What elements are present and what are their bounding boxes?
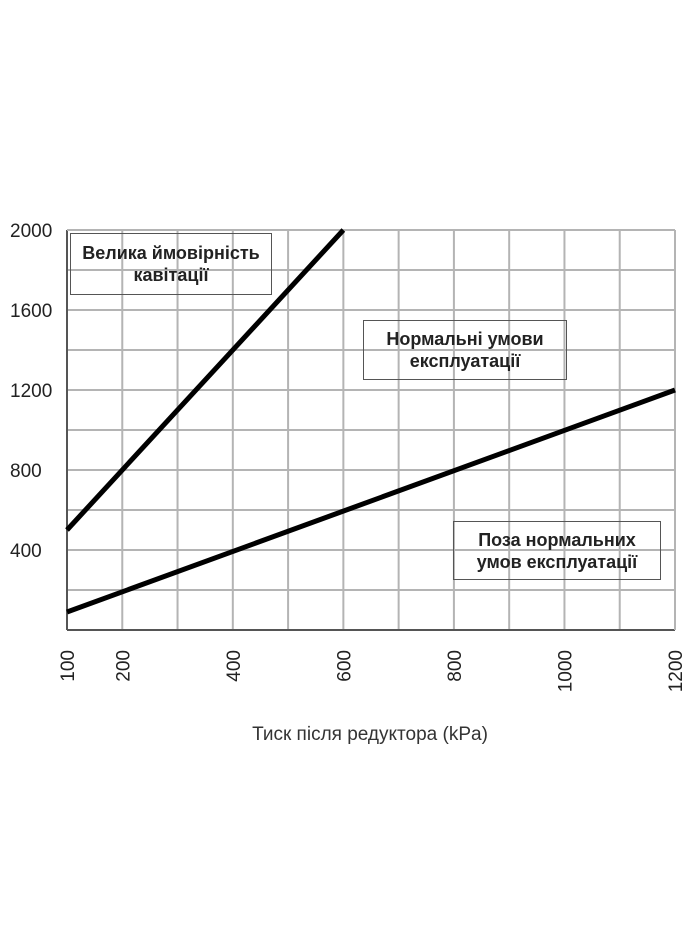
series-line-1 bbox=[65, 228, 346, 532]
cavitation-label-line2: кавітації bbox=[133, 265, 209, 285]
normal-label-line1: Нормальні умови bbox=[386, 329, 544, 349]
x-tick-label: 100 bbox=[58, 650, 79, 682]
axes bbox=[66, 229, 676, 631]
x-axis-label: Тиск після редуктора (kPa) bbox=[252, 724, 488, 745]
outside-zone-label: Поза нормальних умов експлуатації bbox=[453, 521, 661, 580]
grid bbox=[67, 230, 675, 630]
y-tick-label: 2000 bbox=[10, 221, 52, 242]
y-tick-label: 1200 bbox=[10, 381, 52, 402]
x-tick-label: 1200 bbox=[666, 650, 687, 692]
normal-zone-label: Нормальні умови експлуатації bbox=[363, 320, 567, 380]
y-tick-labels: 400 800 1200 1600 2000 bbox=[10, 221, 52, 562]
y-tick-label: 1600 bbox=[10, 301, 52, 322]
x-tick-label: 800 bbox=[445, 650, 466, 682]
series-line-2 bbox=[66, 387, 676, 615]
normal-label-line2: експлуатації bbox=[409, 351, 521, 371]
x-tick-label: 400 bbox=[224, 650, 245, 682]
series-lines bbox=[65, 228, 676, 615]
outside-label-line1: Поза нормальних bbox=[478, 529, 636, 550]
cavitation-zone-label: Велика ймовірність кавітації bbox=[70, 233, 272, 295]
x-tick-label: 1000 bbox=[555, 650, 576, 692]
x-tick-label: 600 bbox=[334, 650, 355, 682]
x-tick-label: 200 bbox=[113, 650, 134, 682]
cavitation-label-line1: Велика ймовірність bbox=[82, 243, 260, 263]
y-tick-label: 800 bbox=[10, 461, 42, 482]
x-tick-labels: 100 200 400 600 800 1000 1200 bbox=[58, 650, 687, 692]
outside-label-line2: умов експлуатації bbox=[476, 551, 638, 572]
y-tick-label: 400 bbox=[10, 541, 42, 562]
